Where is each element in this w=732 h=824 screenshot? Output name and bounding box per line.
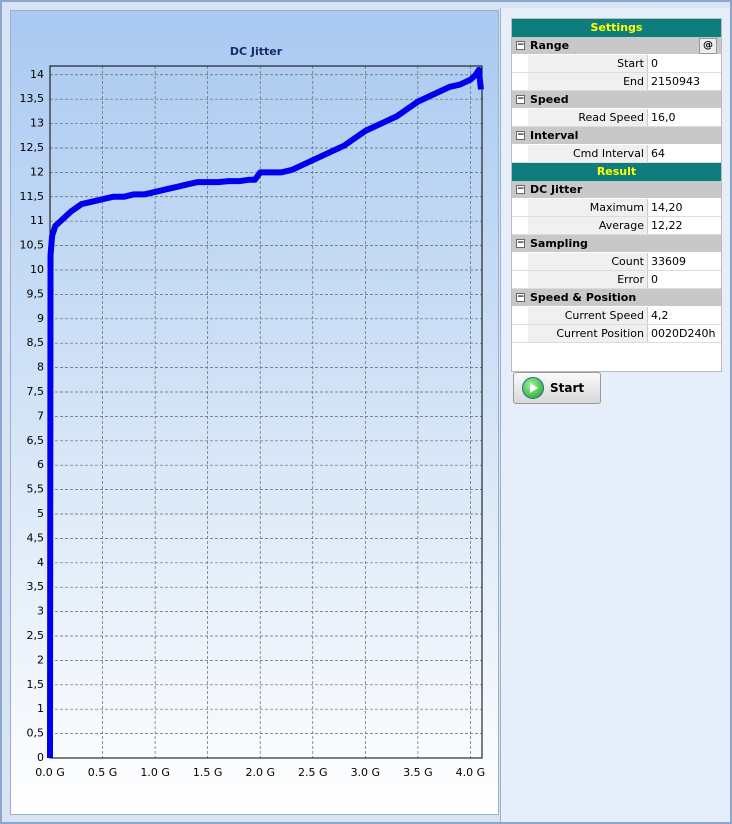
- x-tick-label: 2.5 G: [298, 766, 328, 779]
- property-name: End: [528, 73, 648, 90]
- group-name: Sampling: [530, 237, 588, 250]
- y-tick-label: 6,5: [27, 434, 45, 447]
- property-name: Start: [528, 55, 648, 72]
- y-tick-label: 2: [37, 653, 44, 666]
- group-header[interactable]: − Speed: [512, 91, 721, 109]
- y-tick-label: 7,5: [27, 385, 45, 398]
- y-tick-label: 8: [37, 361, 44, 374]
- group-name: Interval: [530, 129, 579, 142]
- start-label: Start: [550, 381, 585, 395]
- property-row: Error 0: [512, 271, 721, 289]
- group-header[interactable]: − Sampling: [512, 235, 721, 253]
- group-name: Range: [530, 39, 570, 52]
- chart: DC Jitter 00,511,522,533,544,555,566,577…: [20, 45, 486, 779]
- chart-title: DC Jitter: [230, 45, 283, 58]
- y-tick-label: 5,5: [27, 483, 45, 496]
- collapse-toggle[interactable]: −: [516, 238, 525, 248]
- property-value[interactable]: 0: [651, 57, 658, 70]
- group-name: Speed & Position: [530, 291, 637, 304]
- group-name: DC Jitter: [530, 183, 583, 196]
- property-value[interactable]: 33609: [651, 255, 686, 268]
- property-name: Read Speed: [528, 109, 648, 126]
- y-tick-label: 4,5: [27, 531, 45, 544]
- property-row: Current Position 0020D240h: [512, 325, 721, 343]
- range-button[interactable]: @: [699, 38, 717, 54]
- property-row: End 2150943: [512, 73, 721, 91]
- group-header[interactable]: − Speed & Position: [512, 289, 721, 307]
- property-value[interactable]: 14,20: [651, 201, 683, 214]
- y-tick-label: 1,5: [27, 678, 45, 691]
- x-tick-label: 1.5 G: [193, 766, 223, 779]
- x-tick-label: 0.0 G: [35, 766, 65, 779]
- property-value[interactable]: 0: [651, 273, 658, 286]
- property-row: Average 12,22: [512, 217, 721, 235]
- property-name: Maximum: [528, 199, 648, 216]
- y-tick-label: 12,5: [20, 141, 45, 154]
- property-name: Average: [528, 217, 648, 234]
- y-tick-label: 0: [37, 751, 44, 764]
- y-tick-label: 3: [37, 605, 44, 618]
- y-tick-label: 11,5: [20, 190, 45, 203]
- y-tick-label: 0,5: [27, 727, 45, 740]
- y-tick-label: 5: [37, 507, 44, 520]
- property-row: Start 0: [512, 55, 721, 73]
- property-value[interactable]: 64: [651, 147, 665, 160]
- property-name: Current Position: [528, 325, 648, 342]
- group-header[interactable]: − Interval: [512, 127, 721, 145]
- property-name: Current Speed: [528, 307, 648, 324]
- x-tick-label: 2.0 G: [245, 766, 275, 779]
- y-tick-label: 12: [30, 165, 44, 178]
- y-tick-label: 4: [37, 556, 44, 569]
- y-tick-label: 6: [37, 458, 44, 471]
- property-value[interactable]: 12,22: [651, 219, 683, 232]
- property-row: Count 33609: [512, 253, 721, 271]
- property-name: Count: [528, 253, 648, 270]
- property-value[interactable]: 0020D240h: [651, 327, 716, 340]
- grid-spacer: [512, 343, 721, 371]
- property-name: Cmd Interval: [528, 145, 648, 162]
- property-row: Current Speed 4,2: [512, 307, 721, 325]
- property-row: Maximum 14,20: [512, 199, 721, 217]
- y-tick-label: 1: [37, 702, 44, 715]
- x-tick-label: 1.0 G: [140, 766, 170, 779]
- y-tick-label: 10: [30, 263, 44, 276]
- property-value[interactable]: 2150943: [651, 75, 700, 88]
- section-header: Settings: [512, 19, 721, 37]
- group-header[interactable]: − DC Jitter: [512, 181, 721, 199]
- collapse-toggle[interactable]: −: [516, 184, 525, 194]
- x-tick-label: 3.0 G: [351, 766, 381, 779]
- property-name: Error: [528, 271, 648, 288]
- collapse-toggle[interactable]: −: [516, 40, 525, 50]
- property-value[interactable]: 16,0: [651, 111, 676, 124]
- collapse-toggle[interactable]: −: [516, 292, 525, 302]
- y-tick-label: 8,5: [27, 336, 45, 349]
- y-tick-label: 13: [30, 117, 44, 130]
- chart-panel: DC Jitter 0 0,5 1 1,5 2 2,5 3 3,5 4 4,5 5 5,5 6 6,5 7 7…: [10, 10, 499, 815]
- property-grid: Settings − Range @ Start 0 End 2150943− Speed Rea…: [511, 18, 722, 372]
- y-tick-label: 10,5: [20, 239, 45, 252]
- group-header[interactable]: − Range @: [512, 37, 721, 55]
- property-row: Cmd Interval 64: [512, 145, 721, 163]
- x-tick-label: 3.5 G: [403, 766, 433, 779]
- collapse-toggle[interactable]: −: [516, 94, 525, 104]
- y-tick-label: 9: [37, 312, 44, 325]
- y-tick-label: 9,5: [27, 287, 45, 300]
- x-tick-label: 0.5 G: [88, 766, 118, 779]
- y-tick-label: 14: [30, 68, 44, 81]
- data-line: [47, 66, 484, 759]
- side-panel: Settings − Range @ Start 0 End 2150943− Speed Rea…: [500, 8, 730, 822]
- y-tick-label: 7: [37, 409, 44, 422]
- start-button[interactable]: Start: [513, 372, 601, 404]
- section-header: Result: [512, 163, 721, 181]
- y-tick-label: 11: [30, 214, 44, 227]
- y-tick-label: 13,5: [20, 92, 45, 105]
- property-row: Read Speed 16,0: [512, 109, 721, 127]
- y-tick-label: 3,5: [27, 580, 45, 593]
- group-name: Speed: [530, 93, 569, 106]
- x-tick-label: 4.0 G: [456, 766, 486, 779]
- y-tick-label: 2,5: [27, 629, 45, 642]
- collapse-toggle[interactable]: −: [516, 130, 525, 140]
- property-value[interactable]: 4,2: [651, 309, 669, 322]
